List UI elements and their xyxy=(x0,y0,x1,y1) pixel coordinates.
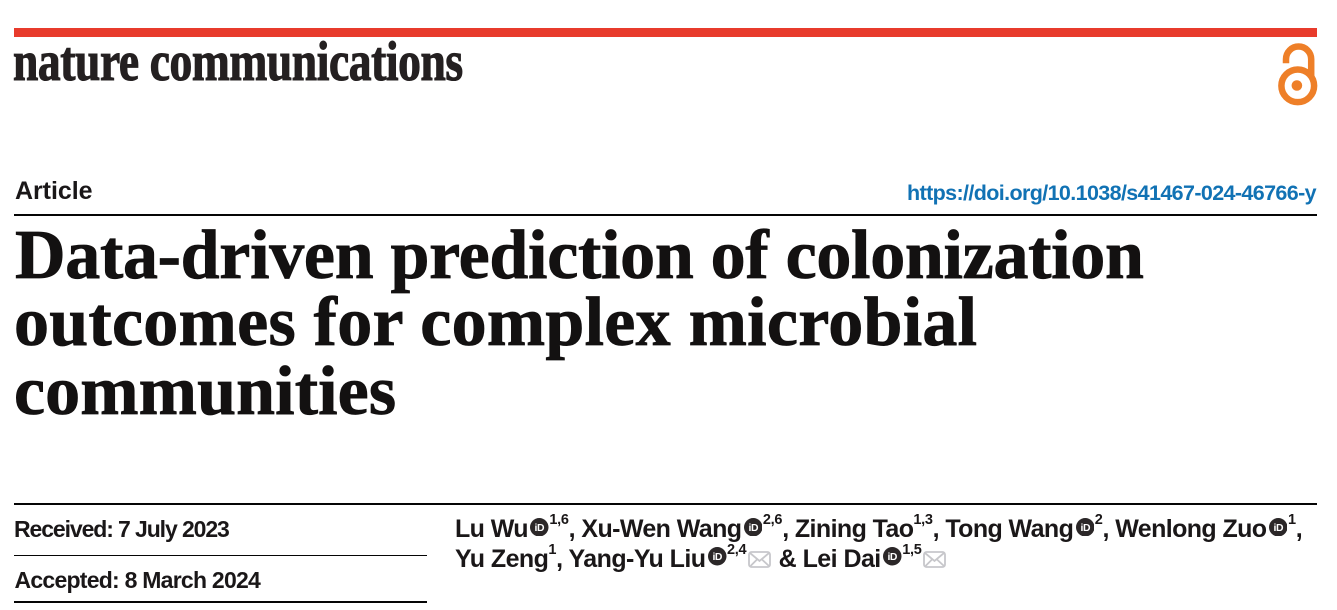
svg-text:iD: iD xyxy=(712,552,722,563)
svg-text:iD: iD xyxy=(535,523,545,534)
svg-text:iD: iD xyxy=(888,552,898,563)
svg-text:iD: iD xyxy=(748,523,758,534)
svg-text:iD: iD xyxy=(1273,523,1283,534)
svg-text:iD: iD xyxy=(1080,523,1090,534)
